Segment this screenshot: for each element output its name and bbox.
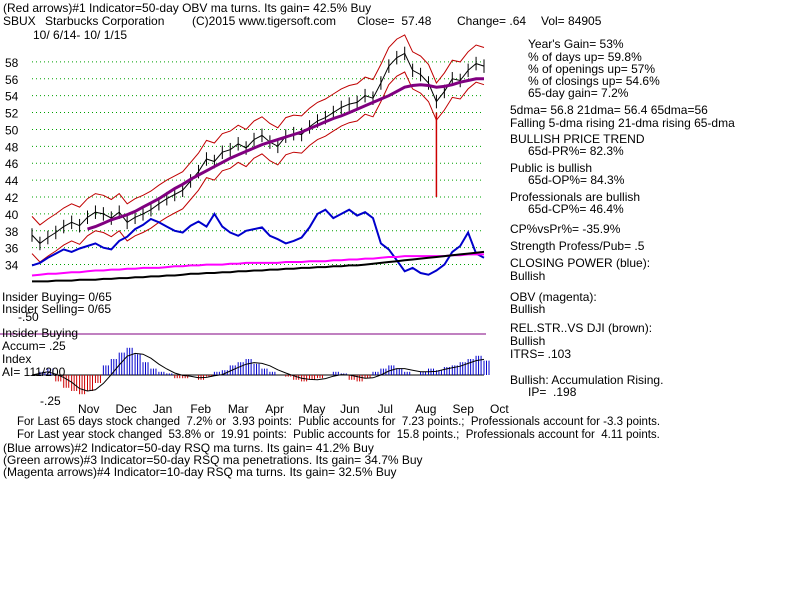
x-tick-label: May [303,402,326,416]
header-company: Starbucks Corporation [45,14,165,28]
insider-buying-count: Insider Buying= 0/65 [2,290,112,304]
y-tick-label: 48 [5,140,19,154]
y-tick-label: 34 [5,259,19,273]
x-tick-label: Mar [228,402,249,416]
header-indicator-1: (Red arrows)#1 Indicator=50-day OBV ma t… [3,1,372,15]
x-tick-label: Feb [190,402,211,416]
stat-relstr-value: Bullish [510,334,546,348]
stat-days-up: % of days up= 59.8% [528,50,642,64]
ma65-line [87,77,484,231]
stat-dma: 5dma= 56.8 21dma= 56.4 65dma=56 [510,103,708,117]
stat-ip: IP= .198 [528,385,577,399]
lower-band-line [31,71,485,263]
stat-public-title: Public is bullish [510,161,593,175]
y-tick-label: 44 [5,174,19,188]
header-ticker: SBUX [3,14,36,28]
stat-op-pct: 65d-OP%= 84.3% [528,173,625,187]
ai-label: AI= 111/200 [2,365,66,379]
y-tick-label: 38 [5,225,19,239]
x-tick-label: Jan [153,402,172,416]
insider-selling-count: Insider Selling= 0/65 [2,302,112,316]
x-tick-label: Aug [415,402,436,416]
x-tick-label: Oct [490,402,509,416]
y-tick-label: 52 [5,107,19,121]
x-tick-label: Apr [265,402,284,416]
y-tick-label: 50 [5,123,19,137]
stat-strength: Strength Profess/Pub= .5 [510,239,645,253]
accum-label: Accum= .25 [2,339,66,353]
header-copyright: (C)2015 www.tigersoft.com [192,14,337,28]
upper-band-line [31,34,485,226]
y-tick-label: 40 [5,208,19,222]
x-tick-label: Jun [340,402,359,416]
x-tick-label: Nov [78,402,99,416]
relative-strength-line [32,250,485,283]
y-tick-label: 46 [5,157,19,171]
stat-prof-title: Professionals are bullish [510,190,641,204]
stat-dma-trend: Falling 5-dma rising 21-dma rising 65-dm… [510,116,735,130]
header-daterange: 10/ 6/14- 10/ 1/15 [33,28,128,42]
stat-cp-pct: 65d-CP%= 46.4% [528,202,624,216]
footer-line-3: (Blue arrows)#2 Indicator=50-day RSQ ma … [3,441,374,455]
insider-axis-value: -.50 [18,310,39,324]
y-tick-label: 36 [5,242,19,256]
header-close: Close= 57.48 [357,14,432,28]
header-volume: Vol= 84905 [541,14,602,28]
stat-obv-value: Bullish [510,302,546,316]
stat-65-day-gain: 65-day gain= 7.2% [528,86,629,100]
y-tick-label: 58 [5,56,19,70]
footer-line-2: For Last year stock changed 53.8% or 19.… [17,429,660,441]
y-tick-label: 54 [5,90,19,104]
footer-line-5: (Magenta arrows)#4 Indicator=10-day RSQ … [3,465,397,479]
ai-smoothed-line [31,352,485,392]
stat-relstr: REL.STR..VS DJI (brown): [510,321,653,335]
index-label: Index [2,352,32,366]
footer-line-4: (Green arrows)#3 Indicator=50-day RSQ ma… [3,453,423,467]
y-tick-label: 42 [5,191,19,205]
insider-buying-label: Insider Buying [2,326,79,340]
stat-trend-title: BULLISH PRICE TREND [510,132,645,146]
header-change: Change= .64 [457,14,527,28]
y-tick-label: 56 [5,73,19,87]
stat-accumulation: Bullish: Accumulation Rising. [510,373,664,387]
stat-openings-up: % of openings up= 57% [528,62,656,76]
x-tick-label: Sep [453,402,475,416]
footer-line-1: For Last 65 days stock changed 7.2% or 3… [17,416,661,428]
stat-obv: OBV (magenta): [510,290,597,304]
x-tick-label: Dec [115,402,136,416]
stat-cp-vs-pr: CP%vsPr%= -35.9% [510,222,621,236]
stat-closings-up: % of closings up= 54.6% [528,74,660,88]
ai-axis-neg: -.25 [40,394,61,408]
x-tick-label: Jul [378,402,393,416]
price-line [31,52,485,245]
obv-line [31,253,484,277]
stat-years-gain: Year's Gain= 53% [528,37,624,51]
stat-closing-power: CLOSING POWER (blue): [510,256,651,270]
stat-closing-power-value: Bullish [510,269,546,283]
stat-pr-pct: 65d-PR%= 82.3% [528,144,624,158]
stat-itrs: ITRS= .103 [510,347,572,361]
closing-power-line [31,208,485,276]
